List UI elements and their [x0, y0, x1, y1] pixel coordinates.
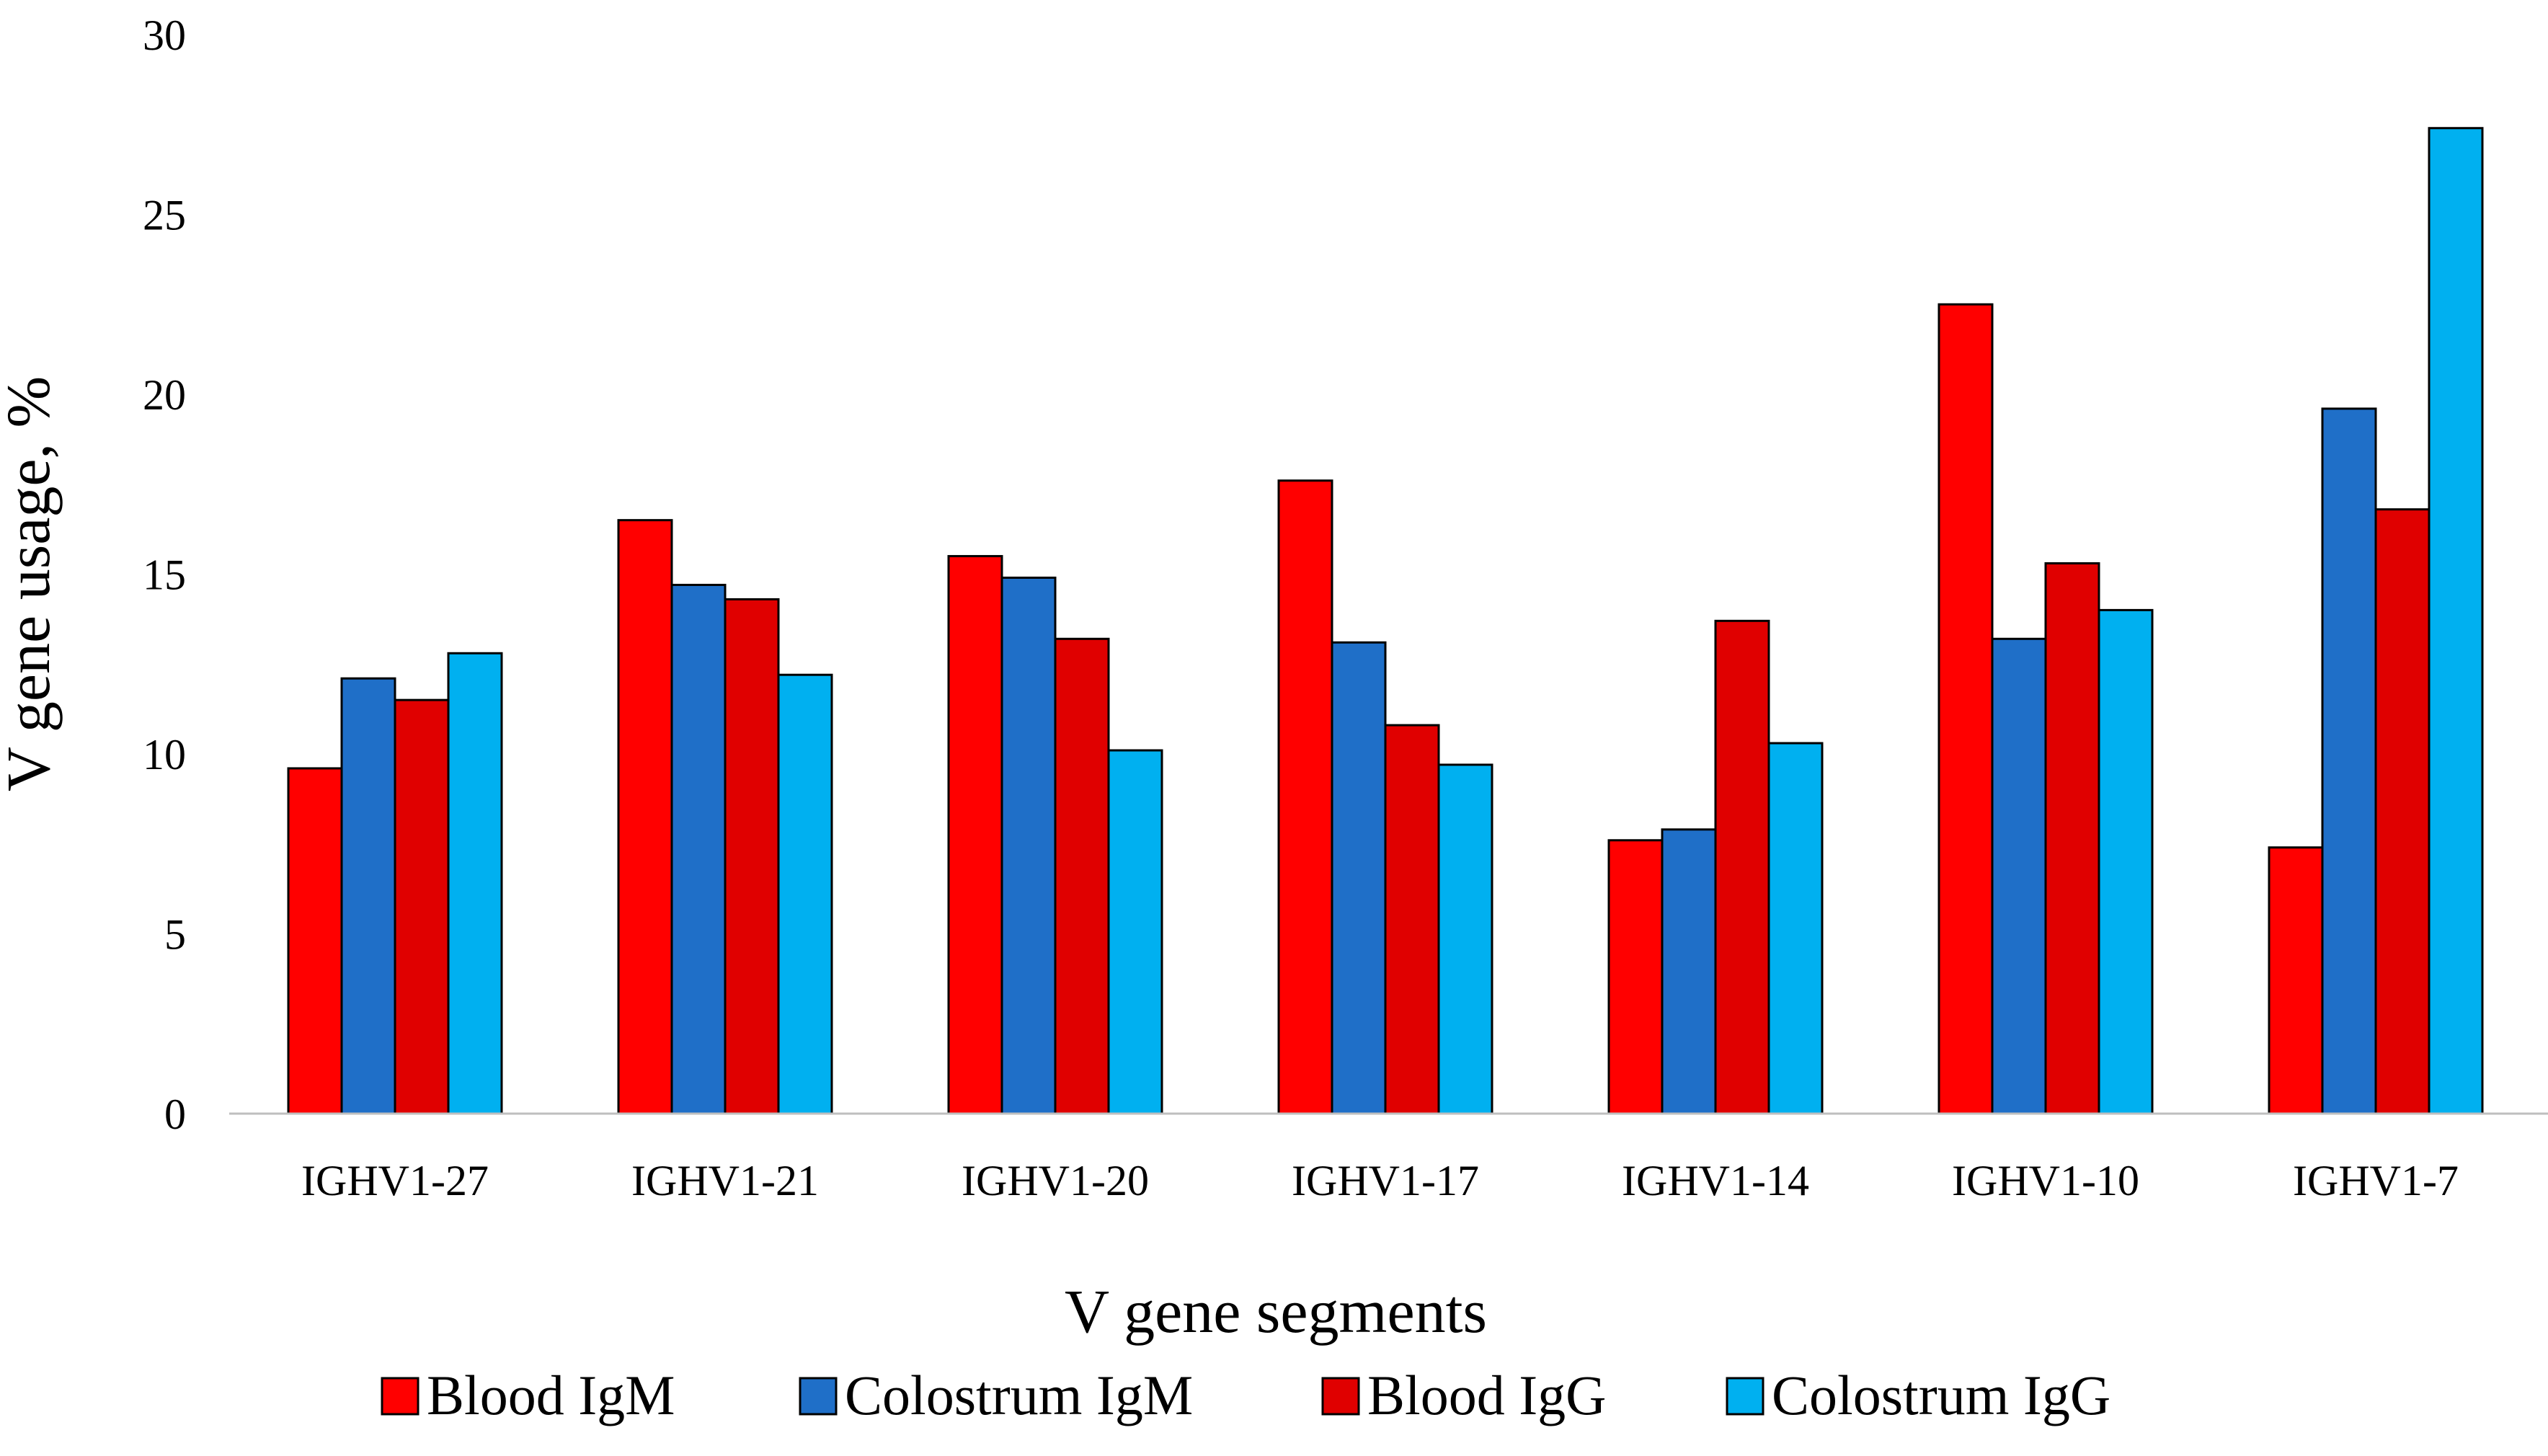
bar	[2268, 846, 2324, 1115]
bar	[2321, 407, 2377, 1115]
bar	[617, 519, 673, 1115]
bar	[2044, 562, 2100, 1115]
y-tick-label: 15	[143, 551, 186, 599]
bar	[1607, 839, 1664, 1115]
bar	[1767, 742, 1824, 1115]
x-axis-title: V gene segments	[1065, 1277, 1487, 1346]
bar	[1277, 479, 1333, 1115]
bar	[394, 698, 450, 1115]
bar	[2098, 608, 2154, 1115]
bars	[287, 127, 2484, 1115]
bar	[447, 652, 503, 1115]
y-axis-ticks: 0 5 10 15 20 25 30	[143, 12, 186, 1138]
bar	[2374, 508, 2431, 1115]
bar	[1437, 763, 1493, 1115]
legend-swatch	[381, 1377, 420, 1416]
legend-swatch	[1726, 1377, 1764, 1416]
x-tick-label: IGHV1-14	[1622, 1157, 1809, 1204]
bar	[1107, 749, 1163, 1115]
bar	[777, 673, 833, 1115]
x-tick-label: IGHV1-27	[301, 1157, 489, 1204]
legend-label: Colostrum IgM	[845, 1364, 1193, 1426]
y-tick-label: 0	[164, 1091, 186, 1138]
legend-swatch	[1321, 1377, 1360, 1416]
x-axis-ticks: IGHV1-27 IGHV1-21 IGHV1-20 IGHV1-17 IGHV1-14…	[301, 1157, 2459, 1204]
bar	[1661, 828, 1717, 1115]
legend-label: Blood IgM	[427, 1364, 675, 1426]
y-tick-label: 30	[143, 12, 186, 59]
bar	[1937, 303, 1994, 1115]
legend-swatch	[799, 1377, 838, 1416]
y-tick-label: 10	[143, 731, 186, 778]
y-tick-label: 25	[143, 192, 186, 239]
bar	[1331, 641, 1387, 1115]
bar	[724, 598, 780, 1115]
bar	[2428, 127, 2484, 1115]
x-tick-label: IGHV1-10	[1952, 1157, 2139, 1204]
bar	[287, 767, 343, 1115]
bar	[1384, 724, 1440, 1115]
bar	[1000, 576, 1057, 1115]
x-tick-label: IGHV1-20	[962, 1157, 1149, 1204]
y-tick-label: 5	[164, 911, 186, 959]
y-axis-title: V gene usage, %	[0, 376, 63, 791]
bar	[1054, 637, 1110, 1115]
bar	[1991, 637, 2047, 1115]
bar	[1714, 619, 1770, 1115]
legend-label: Colostrum IgG	[1772, 1364, 2110, 1426]
legend-label: Blood IgG	[1367, 1364, 1607, 1426]
bar	[947, 555, 1003, 1115]
x-tick-label: IGHV1-21	[631, 1157, 819, 1204]
legend: Blood IgM Colostrum IgM Blood IgG Colostrum…	[381, 1364, 2110, 1426]
bar	[670, 583, 727, 1115]
y-tick-label: 20	[143, 371, 186, 419]
x-tick-label: IGHV1-17	[1292, 1157, 1479, 1204]
bar	[340, 677, 396, 1115]
x-tick-label: IGHV1-7	[2293, 1157, 2459, 1204]
